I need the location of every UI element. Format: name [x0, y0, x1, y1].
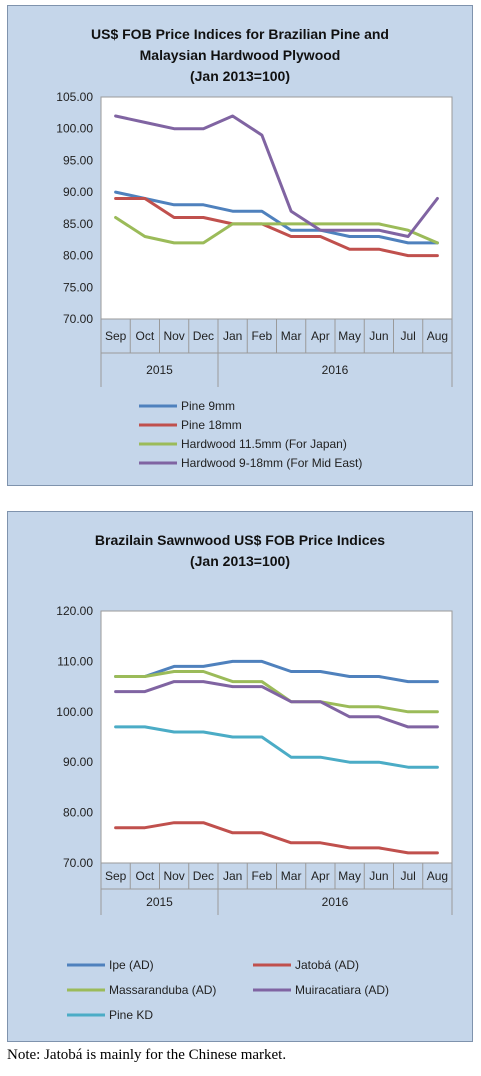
- footnote: Note: Jatobá is mainly for the Chinese m…: [7, 1047, 287, 1063]
- series-line: [114, 670, 439, 714]
- x-tick-label: Aug: [427, 869, 448, 883]
- legend-label: Pine 18mm: [181, 418, 242, 432]
- y-tick-label: 75.00: [63, 280, 93, 294]
- x-tick-label: Aug: [427, 329, 448, 343]
- x-tick-label: Mar: [281, 869, 302, 883]
- x-group-label: 2015: [146, 363, 173, 377]
- legend-label: Hardwood 11.5mm (For Japan): [181, 437, 347, 451]
- x-group-label: 2016: [322, 363, 349, 377]
- chart-panel-sawnwood: Brazilain Sawnwood US$ FOB Price Indices…: [7, 511, 473, 1042]
- legend-label: Hardwood 9-18mm (For Mid East): [181, 456, 362, 470]
- x-tick-label: Jan: [223, 869, 242, 883]
- series-line: [114, 114, 439, 238]
- x-tick-label: Feb: [252, 329, 273, 343]
- plywood-price-chart: 70.00 75.00 80.00 85.00 90.00 95.00 100.00 105.…: [56, 90, 453, 470]
- x-tick-label: Jun: [369, 329, 388, 343]
- x-tick-label: Apr: [311, 329, 330, 343]
- chart-panel-plywood: US$ FOB Price Indices for Brazilian Pine…: [7, 5, 473, 486]
- series-line: [114, 725, 439, 769]
- y-tick-label: 80.00: [63, 249, 93, 263]
- chart-title-line-1: Brazilain Sawnwood US$ FOB Price Indices: [94, 532, 386, 548]
- y-tick-label: 100.00: [56, 122, 93, 136]
- y-tick-label: 110.00: [57, 654, 93, 668]
- chart-title-line-2: (Jan 2013=100): [189, 553, 291, 569]
- y-tick-label: 80.00: [63, 806, 93, 820]
- legend-label: Ipe (AD): [109, 958, 154, 972]
- plot-area: [100, 96, 453, 320]
- plot-area: [100, 610, 453, 864]
- legend-label: Jatobá (AD): [295, 958, 359, 972]
- x-tick-label: Oct: [136, 329, 155, 343]
- series-line: [114, 680, 439, 729]
- series-line: [114, 190, 439, 245]
- x-tick-label: Dec: [193, 869, 214, 883]
- x-tick-label: Nov: [163, 869, 184, 883]
- legend-label: Pine 9mm: [181, 399, 235, 413]
- x-tick-label: Feb: [252, 869, 273, 883]
- series-line: [114, 659, 439, 684]
- y-tick-label: 100.00: [56, 705, 93, 719]
- x-tick-label: May: [338, 869, 361, 883]
- x-tick-label: May: [338, 329, 361, 343]
- y-tick-label: 70.00: [63, 312, 93, 326]
- x-tick-label: Jan: [223, 329, 242, 343]
- y-tick-label: 105.00: [56, 90, 93, 104]
- chart-title-line-3: (Jan 2013=100): [189, 68, 291, 84]
- x-group-label: 2016: [322, 895, 349, 909]
- x-group-label: 2015: [146, 895, 173, 909]
- y-tick-label: 120.00: [56, 604, 93, 618]
- sawnwood-price-chart: 70.00 80.00 90.00 100.00 110.00 120.00 Sep Oct N…: [56, 604, 453, 1022]
- legend-label: Pine KD: [109, 1008, 153, 1022]
- series-line: [114, 821, 439, 855]
- x-tick-label: Dec: [193, 329, 214, 343]
- x-tick-label: Jul: [400, 329, 415, 343]
- y-tick-label: 95.00: [63, 153, 93, 167]
- x-tick-label: Jun: [369, 869, 388, 883]
- x-tick-label: Mar: [281, 329, 302, 343]
- series-line: [114, 197, 439, 258]
- legend-label: Muiracatiara (AD): [295, 983, 389, 997]
- y-tick-label: 90.00: [63, 185, 93, 199]
- series-line: [114, 216, 439, 245]
- x-tick-label: Sep: [105, 329, 127, 343]
- x-tick-label: Jul: [400, 869, 415, 883]
- y-tick-label: 85.00: [63, 217, 93, 231]
- y-tick-label: 70.00: [63, 856, 93, 870]
- chart-title-line-1: US$ FOB Price Indices for Brazilian Pine…: [91, 26, 389, 42]
- legend-label: Massaranduba (AD): [109, 983, 216, 997]
- x-tick-label: Oct: [136, 869, 155, 883]
- x-tick-label: Sep: [105, 869, 127, 883]
- x-tick-label: Apr: [311, 869, 330, 883]
- x-tick-label: Nov: [163, 329, 184, 343]
- y-tick-label: 90.00: [63, 755, 93, 769]
- chart-title-line-2: Malaysian Hardwood Plywood: [139, 47, 341, 63]
